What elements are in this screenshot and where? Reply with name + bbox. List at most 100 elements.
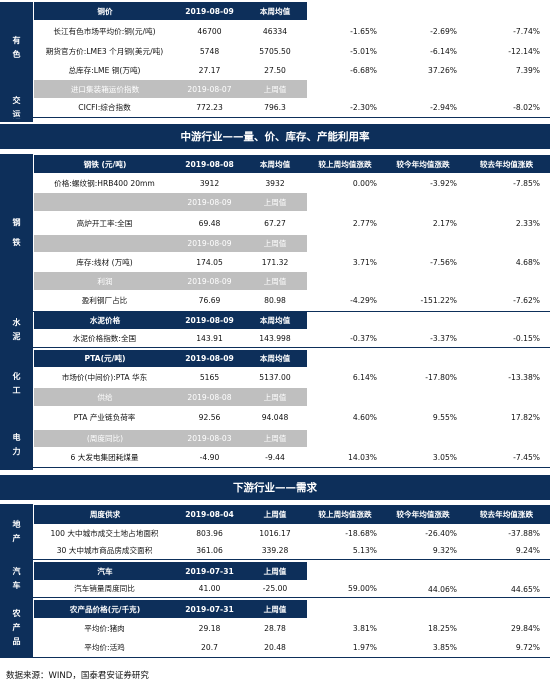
row-value-current: 5748: [199, 47, 220, 56]
header-label-empty: [33, 193, 176, 211]
table-row: 平均价:活鸡 20.7 20.48 1.97% 3.85% 9.72%: [0, 638, 550, 658]
row-change-week: 6.14%: [352, 373, 377, 382]
furnace-header-row: 2019-08-09 上周值: [0, 193, 550, 211]
header-prev: 上周值: [243, 600, 307, 618]
header-date: 2019-08-07: [176, 80, 243, 98]
row-change-week: 14.03%: [348, 452, 377, 462]
row-change-ytd: -3.92%: [430, 178, 457, 188]
profit-header-row: 利润 2019-08-09 上周值: [0, 272, 550, 290]
category-steel: 钢 铁: [0, 154, 33, 312]
row-name: 平均价:活鸡: [84, 643, 125, 652]
row-change-yoy: 2.33%: [515, 218, 540, 228]
row-value-previous: 5705.50: [259, 47, 291, 56]
row-value-current: 20.7: [201, 643, 218, 652]
table-row: 长江有色市场平均价:铜(元/吨) 46700 46334 -1.65% -2.6…: [0, 20, 550, 42]
row-value-current: 27.17: [198, 66, 221, 75]
steel-header-row: 钢铁 (元/吨) 2019-08-08 本周均值 较上周均值涨跌 较今年均值涨跌…: [0, 155, 550, 173]
row-change-week: 59.00%: [348, 584, 377, 593]
row-change-week: 2.77%: [352, 218, 377, 228]
header-date: 2019-08-09: [176, 272, 243, 290]
row-change-yoy: 9.24%: [515, 546, 540, 555]
row-value-current: 361.06: [196, 546, 223, 555]
row-name: 盈利钢厂占比: [81, 296, 128, 305]
row-change-ytd: 37.26%: [428, 66, 457, 75]
row-change-ytd: -6.14%: [430, 47, 457, 56]
category-nonferrous: 有 色: [0, 2, 33, 94]
header-avg: 本周均值: [243, 155, 307, 173]
row-value-current: 772.23: [196, 103, 223, 112]
row-value-current: 174.05: [196, 257, 223, 267]
row-value-previous: 67.27: [264, 218, 286, 228]
header-date: 2019-08-09: [176, 235, 243, 252]
estate-header-row: 周度供求 2019-08-04 上周值 较上周均值涨跌 较今年均值涨跌 较去年均…: [0, 505, 550, 524]
row-value-current: 76.69: [198, 296, 221, 305]
header-date: 2019-08-09: [176, 2, 243, 20]
category-power: 电 力: [0, 420, 33, 470]
row-change-yoy: -37.88%: [508, 528, 540, 538]
pta-header-row: PTA(元/吨) 2019-08-09 本周均值: [0, 350, 550, 367]
header-label: 利润: [33, 272, 176, 290]
row-value-previous: 171.32: [261, 257, 289, 267]
cement-header-row: 水泥价格 2019-08-09 本周均值: [0, 312, 550, 329]
row-change-week: -2.30%: [350, 103, 377, 112]
row-value-previous: 339.28: [261, 546, 289, 555]
agri-block: 农 产 品: [0, 598, 550, 658]
header-avg: 本周均值: [243, 350, 307, 367]
row-change-ytd: 3.85%: [432, 643, 457, 652]
header-label: 水泥价格: [33, 312, 176, 329]
row-name: 总库存:LME 铜(万吨): [68, 66, 141, 75]
agri-header-row: 农产品价格(元/千克) 2019-07-31 上周值: [0, 600, 550, 618]
row-value-previous: 46334: [262, 26, 288, 36]
row-change-yoy: -8.02%: [513, 103, 540, 112]
row-name: 市场价(中间价):PTA 华东: [61, 373, 148, 382]
row-value-current: -4.90: [199, 452, 220, 462]
row-change-week: 1.97%: [352, 643, 377, 652]
header-prev: 上周值: [243, 388, 307, 406]
header-prev: 上周值: [243, 235, 307, 252]
header-change-yoy: 较去年均值涨跌: [463, 505, 550, 524]
header-label: 供给: [33, 388, 176, 406]
downstream-title-bar: 下游行业——需求: [0, 475, 550, 500]
row-name: 平均价:猪肉: [84, 623, 125, 633]
row-change-ytd: -3.37%: [430, 333, 457, 343]
header-change-ytd: 较今年均值涨跌: [383, 505, 463, 524]
row-name: CICFI:综合指数: [78, 103, 131, 112]
section-title: 中游行业——量、价、库存、产能利用率: [0, 124, 550, 149]
row-change-yoy: -7.85%: [513, 178, 540, 188]
row-change-ytd: 44.06%: [428, 584, 457, 594]
freight-header-row: 进口集装箱运价指数 2019-08-07 上周值: [0, 80, 550, 98]
row-change-yoy: 17.82%: [511, 412, 540, 422]
header-date: 2019-08-08: [176, 388, 243, 406]
row-value-previous: 5137.00: [259, 373, 291, 382]
row-change-ytd: -17.80%: [425, 373, 457, 382]
header-prev: 上周值: [243, 430, 307, 447]
header-avg: 本周均值: [243, 2, 307, 20]
row-name: 高炉开工率:全国: [76, 218, 133, 228]
row-change-week: -0.37%: [350, 333, 377, 343]
row-value-previous: -25.00: [262, 584, 288, 593]
wire-header-row: 2019-08-09 上周值: [0, 235, 550, 252]
row-change-week: -18.68%: [345, 528, 377, 538]
row-name: PTA 产业链负荷率: [73, 412, 136, 422]
row-change-week: -6.68%: [350, 66, 377, 75]
header-label: 铜价: [33, 2, 176, 20]
row-name: 价格:螺纹钢:HRB400 20mm: [54, 178, 155, 188]
steel-block: 钢 铁: [0, 154, 550, 312]
header-date: 2019-08-04: [176, 505, 243, 524]
table-row: PTA 产业链负荷率 92.56 94.048 4.60% 9.55% 17.8…: [0, 406, 550, 428]
row-name: 期货官方价:LME3 个月铜(美元/吨): [45, 47, 164, 56]
header-avg: 本周均值: [243, 312, 307, 329]
table-row: 汽车销量周度同比 41.00 -25.00 59.00%: [0, 580, 550, 598]
table-row: CICFI:综合指数 772.23 796.3 -2.30% -2.94% -8…: [0, 98, 550, 118]
row-name: 水泥价格指数:全国: [72, 333, 137, 343]
row-change-yoy: -12.14%: [508, 47, 540, 56]
row-change-yoy: 9.72%: [515, 643, 540, 652]
header-label: 农产品价格(元/千克): [33, 600, 176, 618]
category-cement: 水 泥: [0, 312, 33, 348]
row-change-week: -4.29%: [350, 296, 377, 305]
row-value-current: 41.00: [198, 584, 221, 593]
copper-header-row: 铜价 2019-08-09 本周均值: [0, 2, 550, 20]
header-change-ytd: 较今年均值涨跌: [383, 155, 463, 173]
row-change-ytd: -151.22%: [420, 296, 457, 305]
header-date: 2019-08-09: [176, 193, 243, 211]
